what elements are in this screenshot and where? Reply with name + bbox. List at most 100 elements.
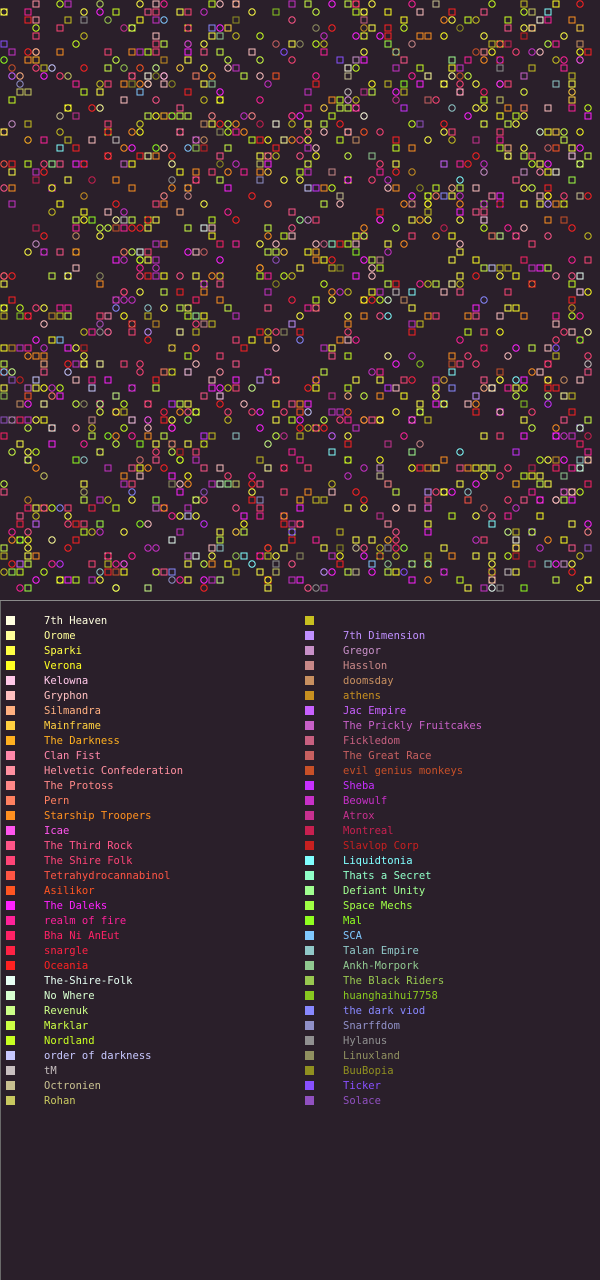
star-system[interactable]: [504, 24, 512, 32]
planet[interactable]: [304, 384, 312, 392]
star-system[interactable]: [344, 0, 352, 8]
star-system[interactable]: [32, 176, 40, 184]
planet[interactable]: [48, 184, 56, 192]
star-system[interactable]: [152, 272, 160, 280]
star-system[interactable]: [264, 152, 272, 160]
star-system[interactable]: [416, 80, 424, 88]
star-system[interactable]: [448, 512, 456, 520]
planet[interactable]: [48, 560, 56, 568]
planet[interactable]: [496, 472, 504, 480]
planet[interactable]: [560, 432, 568, 440]
planet[interactable]: [376, 216, 384, 224]
star-system[interactable]: [128, 328, 136, 336]
star-system[interactable]: [96, 312, 104, 320]
planet[interactable]: [16, 536, 24, 544]
planet[interactable]: [552, 560, 560, 568]
planet[interactable]: [192, 320, 200, 328]
star-system[interactable]: [416, 120, 424, 128]
star-system[interactable]: [312, 304, 320, 312]
planet[interactable]: [352, 0, 360, 8]
star-system[interactable]: [456, 576, 464, 584]
planet[interactable]: [312, 304, 320, 312]
planet[interactable]: [368, 272, 376, 280]
star-system[interactable]: [472, 312, 480, 320]
star-system[interactable]: [408, 320, 416, 328]
star-system[interactable]: [8, 296, 16, 304]
planet[interactable]: [264, 80, 272, 88]
planet[interactable]: [24, 312, 32, 320]
planet[interactable]: [576, 56, 584, 64]
planet[interactable]: [328, 480, 336, 488]
star-system[interactable]: [240, 72, 248, 80]
star-system[interactable]: [216, 48, 224, 56]
planet[interactable]: [80, 192, 88, 200]
star-system[interactable]: [552, 312, 560, 320]
star-system[interactable]: [568, 432, 576, 440]
planet[interactable]: [312, 8, 320, 16]
planet[interactable]: [344, 176, 352, 184]
star-system[interactable]: [520, 200, 528, 208]
planet[interactable]: [144, 80, 152, 88]
star-system[interactable]: [280, 544, 288, 552]
planet[interactable]: [120, 296, 128, 304]
planet[interactable]: [256, 408, 264, 416]
star-system[interactable]: [104, 208, 112, 216]
star-system[interactable]: [504, 24, 512, 32]
star-system[interactable]: [256, 176, 264, 184]
star-system[interactable]: [24, 88, 32, 96]
star-system[interactable]: [376, 264, 384, 272]
planet[interactable]: [280, 176, 288, 184]
planet[interactable]: [224, 64, 232, 72]
star-system[interactable]: [560, 136, 568, 144]
planet[interactable]: [400, 432, 408, 440]
planet[interactable]: [440, 224, 448, 232]
star-system[interactable]: [224, 144, 232, 152]
star-system[interactable]: [72, 520, 80, 528]
planet[interactable]: [144, 400, 152, 408]
star-system[interactable]: [576, 464, 584, 472]
star-system[interactable]: [496, 64, 504, 72]
star-system[interactable]: [8, 568, 16, 576]
star-system[interactable]: [232, 240, 240, 248]
star-system[interactable]: [312, 256, 320, 264]
star-system[interactable]: [424, 552, 432, 560]
planet[interactable]: [576, 312, 584, 320]
star-system[interactable]: [440, 160, 448, 168]
star-system[interactable]: [464, 16, 472, 24]
star-system[interactable]: [112, 256, 120, 264]
planet[interactable]: [360, 416, 368, 424]
star-system[interactable]: [88, 576, 96, 584]
planet[interactable]: [112, 440, 120, 448]
star-system[interactable]: [560, 560, 568, 568]
star-system[interactable]: [400, 80, 408, 88]
planet[interactable]: [136, 128, 144, 136]
planet[interactable]: [0, 160, 8, 168]
planet[interactable]: [480, 296, 488, 304]
star-system[interactable]: [80, 360, 88, 368]
star-system[interactable]: [480, 432, 488, 440]
star-system[interactable]: [392, 280, 400, 288]
star-system[interactable]: [584, 576, 592, 584]
star-system[interactable]: [368, 536, 376, 544]
star-system[interactable]: [360, 88, 368, 96]
planet[interactable]: [192, 496, 200, 504]
star-system[interactable]: [24, 312, 32, 320]
star-system[interactable]: [144, 256, 152, 264]
star-system[interactable]: [56, 160, 64, 168]
star-system[interactable]: [488, 264, 496, 272]
star-system[interactable]: [168, 440, 176, 448]
planet[interactable]: [184, 192, 192, 200]
planet[interactable]: [192, 344, 200, 352]
planet[interactable]: [520, 384, 528, 392]
star-system[interactable]: [152, 240, 160, 248]
star-system[interactable]: [312, 384, 320, 392]
star-system[interactable]: [416, 400, 424, 408]
star-system[interactable]: [408, 144, 416, 152]
star-system[interactable]: [360, 312, 368, 320]
star-system[interactable]: [304, 104, 312, 112]
star-system[interactable]: [560, 64, 568, 72]
star-system[interactable]: [160, 112, 168, 120]
star-system[interactable]: [16, 440, 24, 448]
planet[interactable]: [280, 48, 288, 56]
star-system[interactable]: [408, 416, 416, 424]
